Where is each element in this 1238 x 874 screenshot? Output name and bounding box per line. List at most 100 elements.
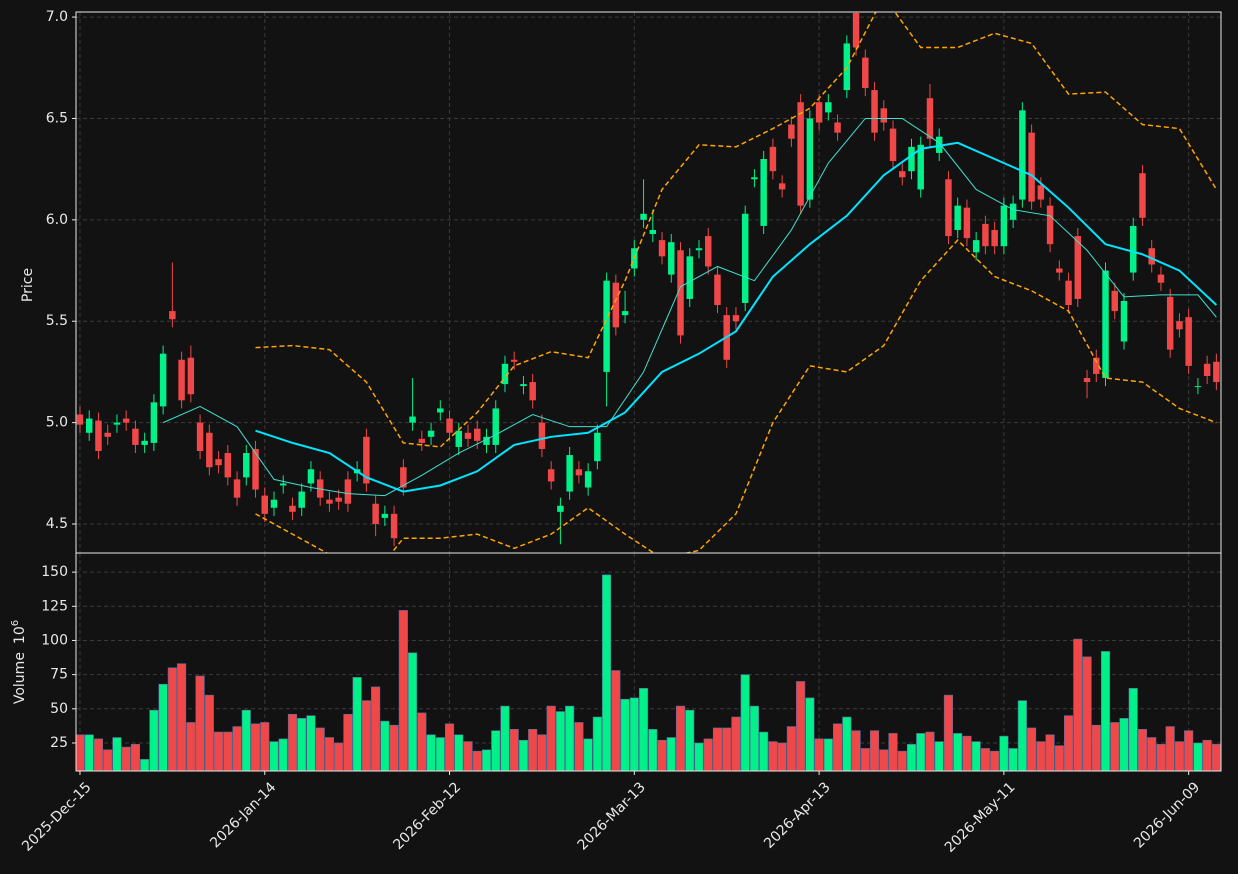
volume-bar bbox=[500, 705, 510, 771]
candle-body bbox=[788, 124, 795, 139]
volume-bar bbox=[1193, 742, 1203, 771]
candle-body bbox=[686, 256, 693, 299]
candle-body bbox=[991, 229, 998, 247]
candle-body bbox=[1093, 357, 1100, 374]
volume-bar bbox=[93, 738, 104, 771]
candle-body bbox=[658, 240, 666, 257]
volume-bar bbox=[398, 610, 408, 771]
volume-bar bbox=[842, 716, 852, 771]
y-tick-label: 25 bbox=[50, 735, 68, 751]
candle-body bbox=[510, 359, 518, 362]
candle-body bbox=[104, 432, 111, 437]
volume-bar bbox=[943, 694, 953, 771]
volume-bar bbox=[287, 713, 298, 771]
volume-bar bbox=[611, 670, 621, 771]
volume-bar bbox=[657, 739, 667, 771]
volume-bar bbox=[444, 723, 455, 771]
y-tick-label: 5.0 bbox=[46, 415, 68, 431]
volume-bar bbox=[823, 738, 833, 771]
candle-body bbox=[76, 414, 84, 425]
candle-body bbox=[150, 402, 158, 443]
candle-body bbox=[270, 499, 278, 508]
volume-bar bbox=[389, 724, 399, 771]
volume-bar bbox=[1119, 718, 1129, 771]
volume-bar bbox=[546, 705, 556, 771]
candle-body bbox=[908, 146, 915, 172]
candle-body bbox=[972, 240, 980, 253]
volume-bar bbox=[1147, 737, 1157, 771]
candle-body bbox=[1176, 321, 1183, 330]
volume-bar bbox=[167, 667, 177, 771]
candle-body bbox=[289, 505, 296, 512]
candle-body bbox=[1157, 274, 1165, 283]
candle-body bbox=[344, 479, 352, 504]
candle-body bbox=[335, 497, 342, 502]
candle-body bbox=[668, 242, 675, 275]
candle-body bbox=[649, 229, 657, 235]
volume-bar bbox=[112, 737, 122, 771]
y-tick-label: 4.5 bbox=[46, 516, 68, 532]
overlay-line bbox=[255, 12, 1218, 448]
candle-body bbox=[778, 183, 786, 190]
candle-body bbox=[621, 311, 629, 316]
volume-bar bbox=[454, 734, 464, 771]
candle-body bbox=[1000, 205, 1008, 247]
candle-body bbox=[732, 315, 740, 322]
candle-body bbox=[492, 408, 499, 445]
candle-body bbox=[594, 432, 601, 462]
volume-bar bbox=[805, 697, 815, 771]
overlay-line bbox=[162, 117, 1217, 497]
volume-bar bbox=[426, 734, 436, 771]
volume-bar bbox=[971, 741, 981, 771]
volume-bar bbox=[1174, 741, 1184, 771]
candle-body bbox=[741, 213, 749, 303]
volume-bar bbox=[269, 741, 279, 771]
candle-body bbox=[400, 467, 407, 488]
volume-bar bbox=[860, 748, 870, 771]
volume-bar bbox=[675, 705, 686, 771]
candle-body bbox=[1037, 185, 1045, 200]
y-tick-label: 50 bbox=[50, 701, 68, 717]
candle-body bbox=[326, 499, 333, 504]
volume-bar bbox=[990, 750, 1000, 771]
volume-bar bbox=[204, 694, 214, 771]
volume-bar bbox=[241, 709, 251, 771]
volume-bar bbox=[814, 738, 824, 771]
candle-body bbox=[1009, 203, 1017, 220]
candle-body bbox=[751, 177, 758, 180]
candle-body bbox=[122, 418, 130, 423]
volume-bar bbox=[833, 723, 843, 771]
volume-bar bbox=[1027, 727, 1037, 771]
volume-bar bbox=[518, 739, 528, 771]
price-axis-label: Price bbox=[20, 268, 36, 302]
volume-bar bbox=[186, 722, 196, 771]
volume-bar bbox=[1073, 638, 1083, 771]
volume-bar bbox=[1156, 744, 1166, 771]
volume-bar bbox=[158, 683, 168, 771]
volume-bar bbox=[574, 722, 584, 771]
volume-bar bbox=[934, 741, 944, 771]
volume-bar bbox=[897, 750, 907, 771]
candle-body bbox=[261, 495, 268, 514]
volume-bar bbox=[1008, 748, 1018, 771]
volume-bar bbox=[703, 738, 713, 771]
volume-bar bbox=[602, 574, 612, 771]
candle-body bbox=[1213, 361, 1220, 383]
candle-body bbox=[483, 436, 490, 445]
volume-bar bbox=[648, 729, 658, 771]
candle-body bbox=[224, 453, 232, 478]
volume-bar bbox=[980, 748, 990, 771]
volume-bar bbox=[278, 738, 288, 771]
volume-bar bbox=[639, 688, 649, 771]
candle-body bbox=[806, 118, 814, 200]
candle-body bbox=[834, 122, 841, 133]
candle-body bbox=[677, 250, 684, 336]
volume-bar bbox=[1082, 656, 1092, 771]
candle-body bbox=[945, 179, 952, 237]
candle-body bbox=[409, 416, 416, 423]
volume-bar bbox=[84, 734, 94, 771]
volume-bar bbox=[195, 675, 205, 771]
candle-body bbox=[1139, 173, 1146, 218]
